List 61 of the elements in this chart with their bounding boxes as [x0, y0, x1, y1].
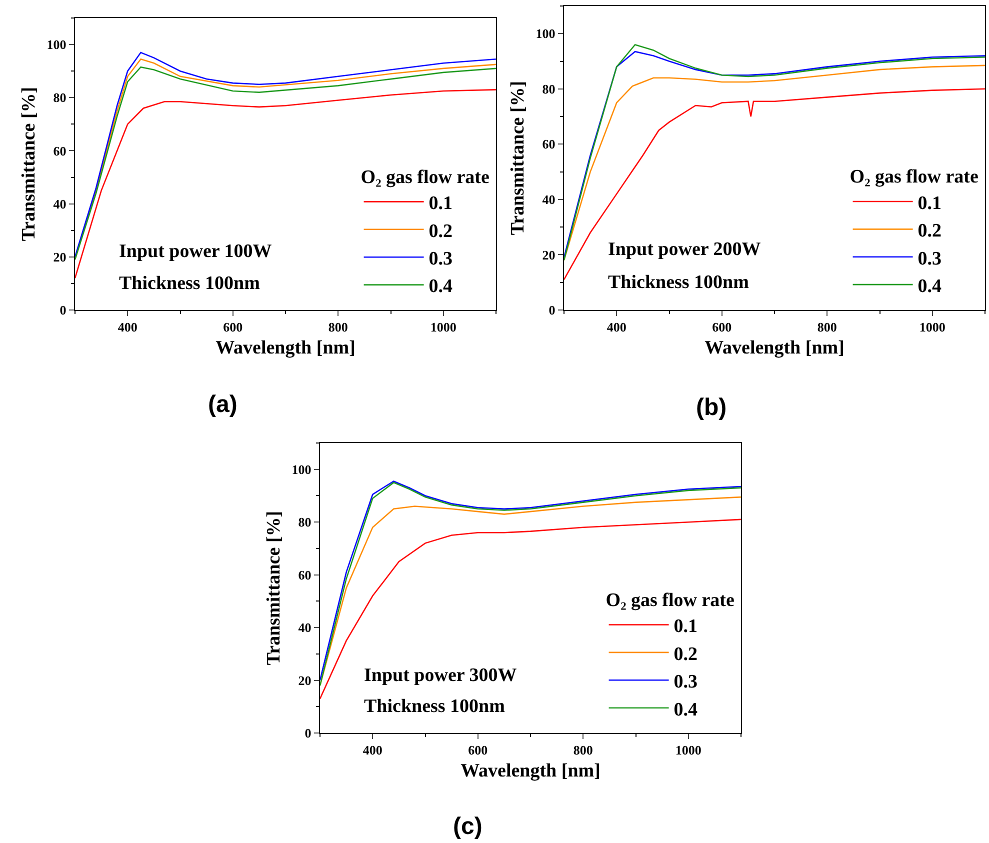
y-tick-label: 100	[292, 462, 312, 477]
legend-label: 0.4	[674, 699, 698, 720]
annotation: Input power 200W	[608, 239, 761, 260]
annotation: Input power 300W	[364, 665, 517, 686]
x-tick-label: 400	[118, 320, 138, 335]
text: (b)	[696, 394, 727, 421]
legend-label: 0.3	[428, 248, 453, 270]
y-axis-title: Transmittance [%]	[264, 510, 285, 666]
legend-label: 0.4	[428, 276, 454, 298]
legend-label: 0.1	[428, 193, 453, 214]
text: (c)	[453, 813, 482, 840]
y-tick-label: 40	[53, 196, 66, 212]
x-tick-label: 1000	[919, 320, 946, 335]
y-tick-label: 40	[298, 620, 312, 636]
legend-label: 0.2	[428, 220, 453, 242]
legend-title: O₂ gas flow rate	[850, 166, 978, 188]
y-tick-label: 40	[542, 192, 556, 207]
annotation: Input power 100W	[119, 241, 272, 262]
y-tick-label: 20	[542, 247, 556, 262]
x-tick-label: 400	[606, 320, 626, 335]
y-tick-label: 20	[298, 672, 312, 688]
y-tick-label: 100	[536, 26, 556, 42]
line-series	[320, 518, 741, 700]
x-tick-label: 600	[468, 742, 488, 758]
x-tick-label: 800	[817, 320, 837, 335]
x-tick-label: 800	[328, 320, 348, 335]
text: (a)	[208, 391, 238, 418]
y-tick-label: 60	[542, 136, 556, 152]
x-tick-label: 400	[362, 742, 382, 758]
legend-label: 0.2	[674, 644, 698, 665]
x-axis-title: Wavelength [nm]	[704, 338, 844, 358]
y-tick-label: 100	[46, 37, 66, 52]
x-tick-label: 1000	[675, 742, 702, 758]
y-tick-label: 60	[298, 567, 312, 582]
x-tick-label: 600	[223, 320, 243, 335]
y-tick-label: 80	[298, 514, 312, 530]
x-tick-label: 600	[712, 320, 732, 335]
x-axis-title: Wavelength [nm]	[460, 760, 600, 782]
annotation: Thickness 100nm	[608, 272, 750, 293]
y-tick-label: 60	[53, 143, 66, 158]
y-axis-title: Transmittance [%]	[18, 86, 40, 242]
legend-label: 0.4	[918, 276, 942, 297]
y-tick-label: 0	[304, 726, 312, 741]
legend-title: O₂ gas flow rate	[606, 590, 734, 611]
x-tick-label: 800	[573, 742, 593, 758]
legend-label: 0.3	[674, 672, 698, 693]
y-tick-label: 0	[60, 302, 66, 318]
legend-label: 0.1	[918, 192, 942, 214]
y-axis-title: Transmittance [%]	[508, 80, 529, 236]
legend-label: 0.2	[918, 220, 942, 242]
y-tick-label: 20	[53, 249, 66, 264]
y-tick-label: 0	[548, 302, 556, 318]
x-tick-label: 1000	[430, 320, 456, 335]
annotation: Thickness 100nm	[119, 273, 260, 294]
legend-title: O₂ gas flow rate	[360, 166, 490, 188]
annotation: Thickness 100nm	[364, 696, 506, 717]
legend-label: 0.1	[674, 616, 698, 638]
legend-label: 0.3	[918, 248, 942, 270]
y-tick-label: 80	[542, 81, 556, 96]
x-axis-title: Wavelength [nm]	[216, 338, 356, 358]
y-tick-label: 80	[53, 90, 66, 106]
